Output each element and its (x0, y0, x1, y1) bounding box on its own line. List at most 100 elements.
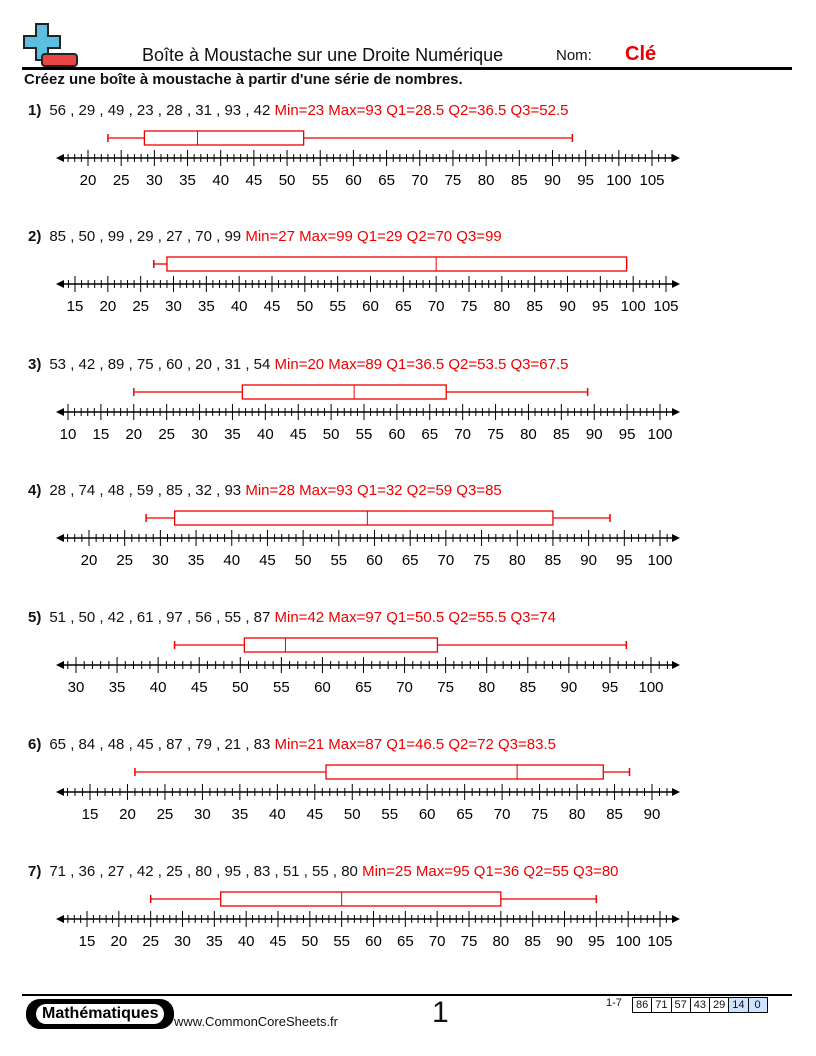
tick-label: 80 (478, 679, 495, 696)
tick-label: 45 (246, 172, 263, 189)
box-plot-number-line: 20 25 30 35 40 45 50 55 60 65 70 75 80 85 90 95 100 105 (56, 130, 680, 189)
tick-label: 40 (212, 172, 229, 189)
tick-label: 35 (224, 426, 241, 443)
tick-label: 20 (99, 298, 116, 315)
tick-label: 80 (478, 172, 495, 189)
arrow-left-icon (56, 788, 64, 796)
problem-answer: Min=20 Max=89 Q1=36.5 Q2=53.5 Q3=67.5 (274, 356, 569, 373)
tick-label: 65 (355, 679, 372, 696)
tick-label: 30 (146, 172, 163, 189)
iqr-box (243, 637, 439, 653)
tick-label: 35 (188, 552, 205, 569)
iqr-box (325, 764, 604, 780)
problem-data: 65 , 84 , 48 , 45 , 87 , 79 , 21 , 83 (49, 736, 271, 753)
tick-label: 60 (345, 172, 362, 189)
problem-4: 4) 28 , 74 , 48 , 59 , 85 , 32 , 93 Min=2… (28, 482, 502, 499)
tick-label: 50 (296, 298, 313, 315)
arrow-right-icon (672, 408, 680, 416)
problem-data: 56 , 29 , 49 , 23 , 28 , 31 , 93 , 42 (49, 102, 271, 119)
iqr-box (143, 130, 305, 146)
tick-label: 25 (116, 552, 133, 569)
problem-answer: Min=28 Max=93 Q1=32 Q2=59 Q3=85 (245, 482, 502, 499)
tick-label: 60 (366, 552, 383, 569)
arrow-right-icon (672, 661, 680, 669)
tick-label: 30 (174, 933, 191, 950)
problem-number: 5) (28, 609, 42, 626)
tick-label: 80 (493, 298, 510, 315)
tick-label: 60 (389, 426, 406, 443)
arrow-right-icon (672, 280, 680, 288)
tick-label: 35 (232, 806, 249, 823)
name-label: Nom: (556, 47, 592, 64)
box-plot-number-line: 30 35 40 45 50 55 60 65 70 75 80 85 90 95 100 (56, 637, 680, 696)
tick-label: 15 (79, 933, 96, 950)
tick-label: 40 (223, 552, 240, 569)
box-plot-number-line: 15 20 25 30 35 40 45 50 55 60 65 70 75 80 85 90 (56, 764, 680, 823)
tick-label: 90 (559, 298, 576, 315)
problem-number: 1) (28, 102, 42, 119)
tick-label: 100 (616, 933, 641, 950)
tick-label: 20 (125, 426, 142, 443)
tick-label: 25 (157, 806, 174, 823)
tick-label: 15 (67, 298, 84, 315)
problem-data: 53 , 42 , 89 , 75 , 60 , 20 , 31 , 54 (49, 356, 271, 373)
arrow-left-icon (56, 408, 64, 416)
tick-label: 70 (428, 298, 445, 315)
tick-label: 65 (421, 426, 438, 443)
arrow-right-icon (672, 154, 680, 162)
score-cell: 43 (689, 998, 709, 1012)
tick-label: 70 (438, 552, 455, 569)
tick-label: 45 (306, 806, 323, 823)
tick-label: 25 (158, 426, 175, 443)
tick-label: 15 (82, 806, 99, 823)
tick-label: 85 (606, 806, 623, 823)
tick-label: 65 (378, 172, 395, 189)
tick-label: 20 (81, 552, 98, 569)
tick-label: 60 (365, 933, 382, 950)
tick-label: 25 (142, 933, 159, 950)
box-plot-number-line: 15 20 25 30 35 40 45 50 55 60 65 70 75 80 85 90 95 100 105 (56, 256, 680, 315)
tick-label: 55 (330, 552, 347, 569)
tick-label: 60 (362, 298, 379, 315)
arrow-right-icon (672, 788, 680, 796)
tick-label: 95 (616, 552, 633, 569)
problem-answer: Min=42 Max=97 Q1=50.5 Q2=55.5 Q3=74 (274, 609, 556, 626)
tick-label: 45 (191, 679, 208, 696)
tick-label: 85 (553, 426, 570, 443)
name-value: Clé (625, 43, 657, 65)
brand-label: Mathématiques (36, 1004, 165, 1024)
tick-label: 95 (577, 172, 594, 189)
score-cell: 57 (670, 998, 690, 1012)
tick-label: 15 (93, 426, 110, 443)
tick-label: 30 (68, 679, 85, 696)
tick-label: 70 (429, 933, 446, 950)
score-table: 86 71 57 43 29 14 0 (632, 997, 768, 1013)
tick-label: 55 (356, 426, 373, 443)
tick-label: 30 (191, 426, 208, 443)
tick-label: 55 (329, 298, 346, 315)
arrow-right-icon (672, 915, 680, 923)
tick-label: 85 (519, 679, 536, 696)
problem-number: 4) (28, 482, 42, 499)
tick-label: 40 (150, 679, 167, 696)
page-number: 1 (432, 996, 449, 1029)
tick-label: 70 (454, 426, 471, 443)
score-cell: 86 (636, 999, 649, 1011)
tick-label: 25 (113, 172, 130, 189)
tick-label: 100 (647, 552, 672, 569)
tick-label: 25 (132, 298, 149, 315)
score-cell: 29 (709, 998, 728, 1012)
tick-label: 30 (194, 806, 211, 823)
tick-label: 35 (206, 933, 223, 950)
arrow-left-icon (56, 661, 64, 669)
tick-label: 80 (520, 426, 537, 443)
tick-label: 90 (561, 679, 578, 696)
tick-label: 90 (556, 933, 573, 950)
tick-label: 70 (494, 806, 511, 823)
tick-label: 90 (544, 172, 561, 189)
tick-label: 70 (396, 679, 413, 696)
score-cell: 0 (747, 998, 767, 1012)
tick-label: 35 (198, 298, 215, 315)
tick-label: 90 (580, 552, 597, 569)
tick-label: 20 (110, 933, 127, 950)
